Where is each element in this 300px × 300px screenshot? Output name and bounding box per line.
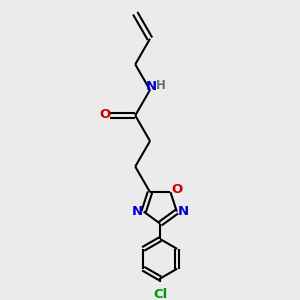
- Text: N: N: [177, 205, 189, 218]
- Text: N: N: [146, 80, 157, 93]
- Text: Cl: Cl: [153, 288, 167, 300]
- Text: N: N: [132, 205, 143, 218]
- Text: O: O: [171, 183, 182, 196]
- Text: O: O: [100, 108, 111, 121]
- Text: H: H: [156, 80, 166, 92]
